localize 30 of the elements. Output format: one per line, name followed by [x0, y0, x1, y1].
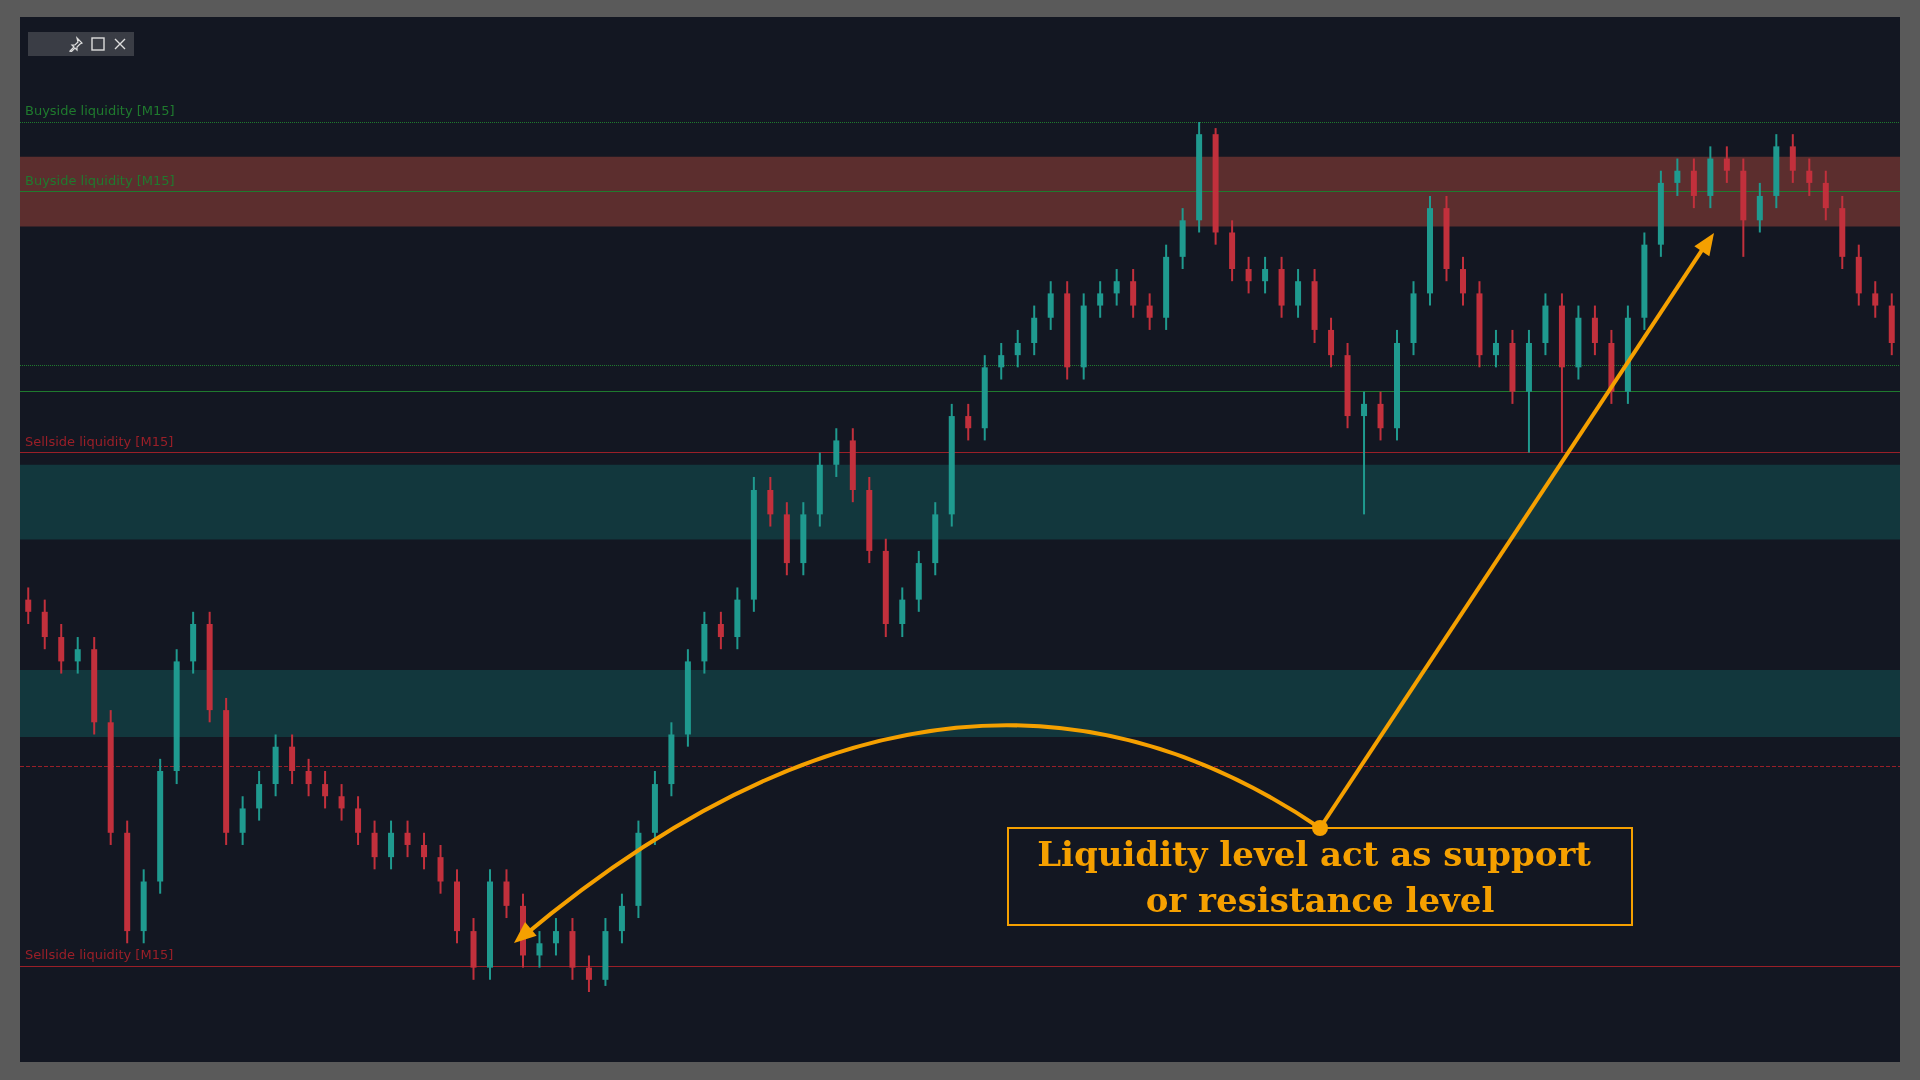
ref-line-label: Buyside liquidity [M15]	[25, 172, 175, 188]
candlestick	[1492, 328, 1499, 369]
ref-line-label: Buyside liquidity [M15]	[25, 103, 175, 118]
candlestick	[552, 917, 559, 957]
candlestick	[1361, 390, 1368, 516]
candlestick	[74, 636, 81, 675]
candlestick	[305, 757, 312, 798]
candlestick	[1674, 157, 1681, 197]
candlestick	[536, 930, 543, 969]
candlestick	[421, 831, 428, 871]
candlestick	[1097, 280, 1104, 319]
candlestick	[338, 783, 345, 822]
candlestick	[1014, 328, 1021, 369]
ref-line-label: Sellside liquidity [M15]	[25, 433, 174, 449]
candlestick	[1723, 145, 1730, 184]
annotation: Liquidity level act as support or resistance level	[1037, 833, 1603, 920]
candlestick	[404, 819, 411, 859]
candlestick	[1146, 292, 1153, 331]
candlestick	[1806, 157, 1813, 197]
candlestick	[25, 586, 32, 625]
candlestick	[585, 954, 592, 993]
candlestick	[1245, 255, 1252, 295]
candlestick	[998, 341, 1005, 381]
candlestick	[1113, 268, 1120, 307]
candlestick	[965, 402, 972, 442]
ref-line-label: Sellside liquidity [M15]	[25, 946, 174, 962]
candlestick	[322, 770, 329, 810]
candlestick	[717, 610, 724, 651]
candlestick	[1872, 280, 1879, 319]
candlestick	[1262, 255, 1269, 295]
